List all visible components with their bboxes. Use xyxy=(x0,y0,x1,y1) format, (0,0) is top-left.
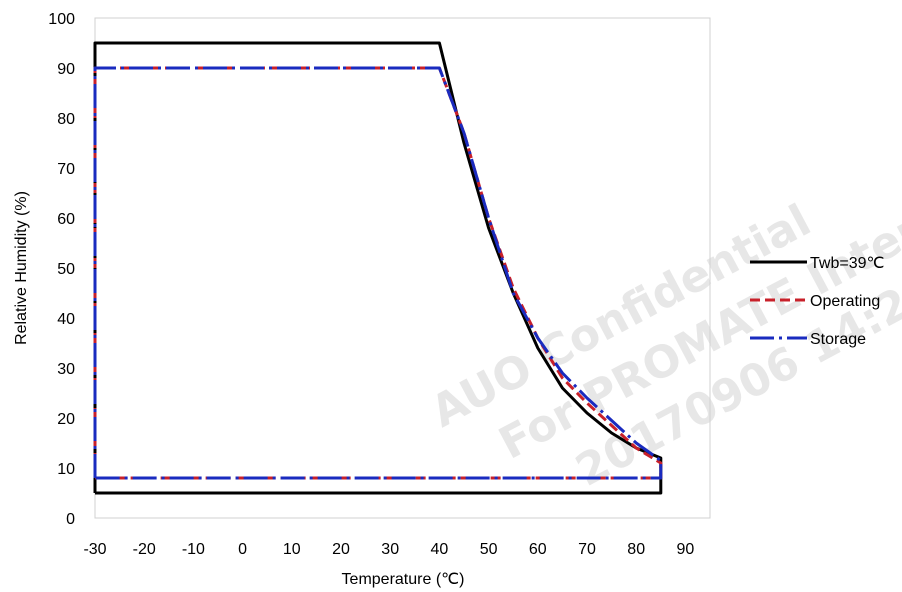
x-tick-label: -20 xyxy=(133,541,156,558)
y-tick-label: 60 xyxy=(57,211,75,228)
y-tick-label: 100 xyxy=(48,11,75,28)
y-tick-label: 30 xyxy=(57,361,75,378)
x-tick-label: 80 xyxy=(627,541,645,558)
legend-label-3: Storage xyxy=(810,331,866,348)
x-axis-title: Temperature (℃) xyxy=(342,571,465,588)
y-tick-label: 40 xyxy=(57,311,75,328)
series-layer xyxy=(93,41,663,495)
y-tick-label: 80 xyxy=(57,111,75,128)
legend: Twb=39℃ Operating Storage xyxy=(750,255,884,348)
y-tick-label: 10 xyxy=(57,461,75,478)
x-tick-label: -30 xyxy=(83,541,106,558)
y-tick-label: 20 xyxy=(57,411,75,428)
x-tick-label: 0 xyxy=(238,541,247,558)
y-tick-label: 90 xyxy=(57,61,75,78)
x-tick-label: 60 xyxy=(529,541,547,558)
x-tick-label: 50 xyxy=(480,541,498,558)
x-tick-label: 90 xyxy=(677,541,695,558)
y-axis-ticks: 0 10 20 30 40 50 60 70 80 90 100 xyxy=(48,11,75,528)
x-tick-label: 40 xyxy=(431,541,449,558)
x-tick-label: 70 xyxy=(578,541,596,558)
x-axis-ticks: -30 -20 -10 0 10 20 30 40 50 60 70 80 90 xyxy=(83,541,694,558)
x-tick-label: 10 xyxy=(283,541,301,558)
y-axis-title: Relative Humidity (%) xyxy=(13,191,30,345)
y-tick-label: 70 xyxy=(57,161,75,178)
x-tick-label: -10 xyxy=(182,541,205,558)
series-line-1 xyxy=(93,41,663,495)
x-tick-label: 20 xyxy=(332,541,350,558)
legend-label-1: Twb=39℃ xyxy=(810,255,884,272)
y-tick-label: 50 xyxy=(57,261,75,278)
x-tick-label: 30 xyxy=(381,541,399,558)
y-tick-label: 0 xyxy=(66,511,75,528)
legend-label-2: Operating xyxy=(810,293,880,310)
